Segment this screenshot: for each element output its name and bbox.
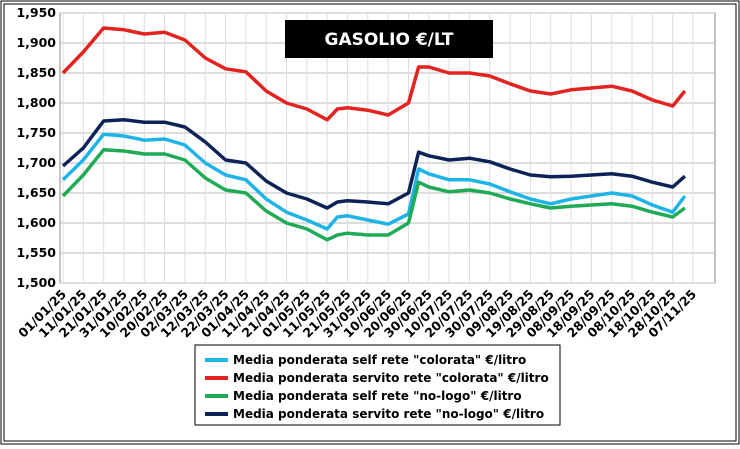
y-tick-label: 1,600: [16, 215, 56, 230]
series-line: [61, 132, 687, 231]
title-box: [285, 20, 493, 58]
y-tick-label: 1,750: [16, 125, 56, 140]
inner-border: [3, 3, 737, 442]
series-line: [61, 148, 686, 242]
legend-label: Media ponderata servito rete "no-logo" €…: [233, 407, 544, 421]
series-line: [61, 118, 687, 210]
y-tick-label: 1,900: [16, 35, 56, 50]
y-tick-label: 1,800: [16, 95, 56, 110]
lines: [61, 26, 687, 242]
y-tick-label: 1,850: [16, 65, 56, 80]
legend: Media ponderata self rete "colorata" €/l…: [205, 353, 549, 421]
legend-label: Media ponderata self rete "colorata" €/l…: [233, 353, 526, 367]
chart-title: GASOLIO €/LT: [325, 30, 454, 50]
legend-box: [194, 344, 561, 426]
y-tick-label: 1,950: [16, 5, 56, 20]
legend-label: Media ponderata self rete "no-logo" €/li…: [233, 389, 522, 403]
y-tick-label: 1,500: [16, 275, 56, 290]
y-tick-label: 1,700: [16, 155, 56, 170]
y-tick-label: 1,550: [16, 245, 56, 260]
legend-label: Media ponderata servito rete "colorata" …: [233, 371, 549, 385]
y-tick-label: 1,650: [16, 185, 56, 200]
series-line: [61, 26, 687, 122]
